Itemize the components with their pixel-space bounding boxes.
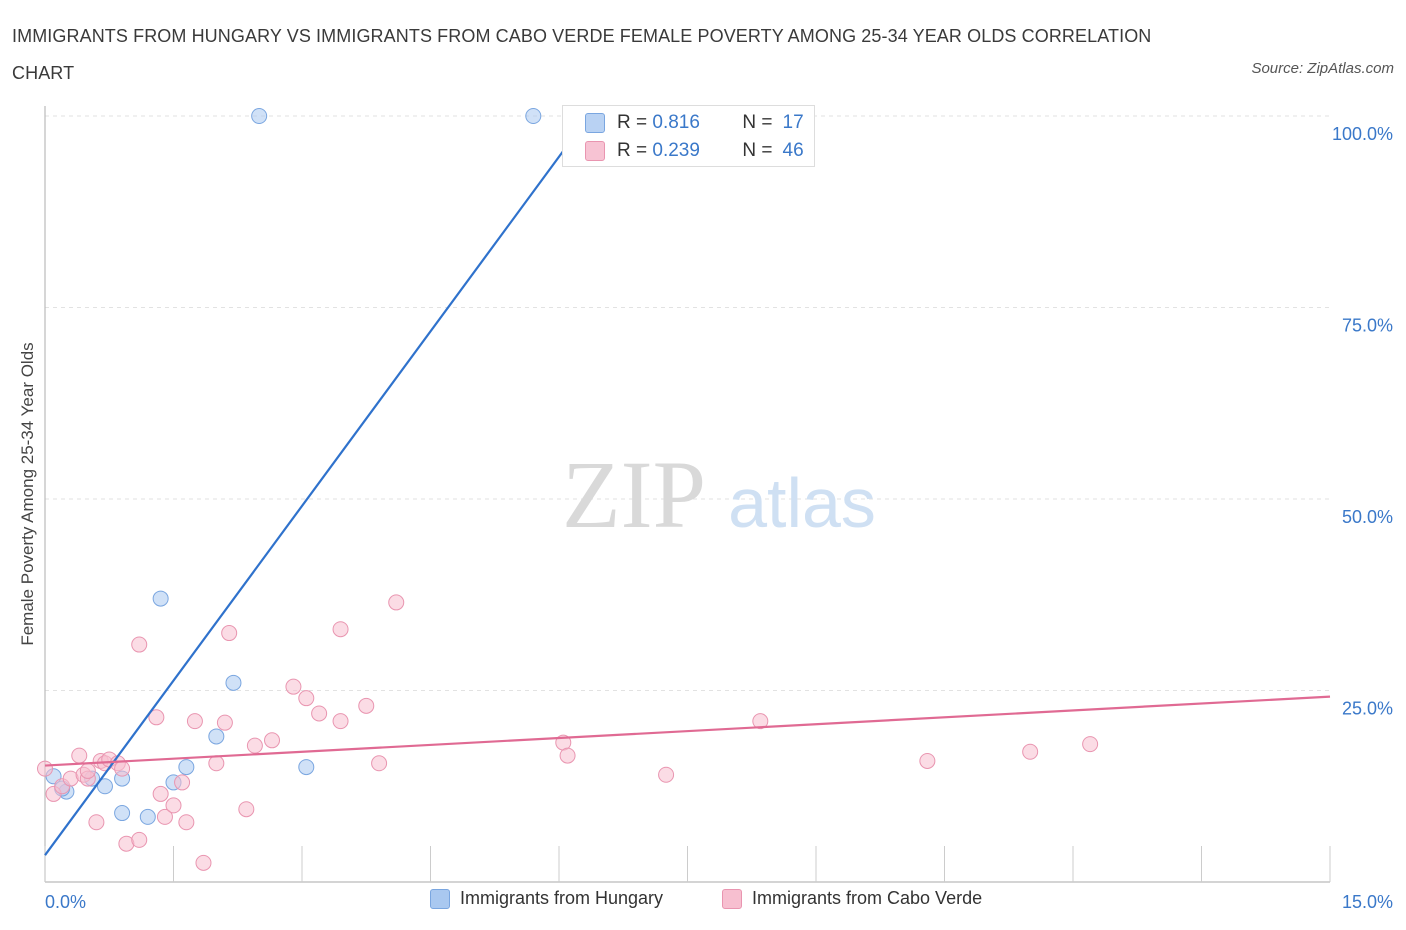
trend-lines: [44, 115, 1331, 856]
stats-row-hungary: R = 0.816 N = 17: [585, 112, 804, 134]
cabo-verde-point: [148, 709, 165, 726]
cabo-verde-point: [264, 732, 281, 749]
cabo-verde-point: [131, 831, 148, 848]
y-tick-label: 25.0%: [1342, 699, 1393, 719]
cabo-verde-point: [88, 814, 105, 831]
r-label: R =: [617, 140, 648, 161]
cabo-verde-point: [658, 766, 675, 783]
r-value: 0.816: [652, 112, 700, 133]
cabo-verde-point: [195, 854, 212, 871]
cabo-verde-point: [311, 705, 328, 722]
cabo-verde-point: [79, 762, 96, 779]
cabo-verde-point: [221, 625, 238, 642]
cabo-verde-point: [152, 785, 169, 802]
cabo-verde-point: [285, 678, 302, 695]
r-label: R =: [617, 112, 648, 133]
hungary-point: [298, 759, 315, 776]
cabo-verde-point: [174, 774, 191, 791]
watermark: ZIP atlas: [562, 441, 876, 548]
gridlines: [45, 115, 1330, 691]
cabo-verde-swatch: [585, 141, 605, 161]
hungary-point: [525, 108, 542, 124]
cabo-verde-point: [559, 747, 576, 764]
n-label: N =: [742, 140, 773, 161]
cabo-verde-point: [71, 747, 88, 764]
cabo-verde-point: [371, 755, 388, 772]
n-value: 17: [782, 112, 804, 133]
cabo-verde-point: [919, 752, 936, 769]
axes: [44, 106, 1331, 883]
source-label: Source: ZipAtlas.com: [1251, 60, 1394, 77]
cabo-verde-point: [332, 713, 349, 730]
y-tick-label: 50.0%: [1342, 507, 1393, 527]
cabo-verde-trend-line: [44, 695, 1331, 767]
hungary-point: [178, 759, 195, 776]
hungary-swatch: [585, 113, 605, 133]
y-tick-label: 100.0%: [1332, 124, 1393, 144]
cabo-verde-point: [216, 714, 233, 731]
y-tick-label: 75.0%: [1342, 316, 1393, 336]
n-value: 46: [782, 140, 804, 161]
watermark-atlas: atlas: [728, 464, 876, 542]
cabo-verde-point: [131, 636, 148, 653]
cabo-verde-point: [165, 797, 182, 814]
cabo-verde-point: [298, 690, 315, 707]
legend-item-hungary[interactable]: Immigrants from Hungary: [430, 888, 663, 909]
r-value: 0.239: [652, 140, 700, 161]
cabo-verde-point: [1022, 743, 1039, 760]
cabo-verde-point: [238, 801, 255, 818]
cabo-verde-point: [332, 621, 349, 638]
stats-row-cabo-verde: R = 0.239 N = 46: [585, 140, 804, 162]
chart-title: IMMIGRANTS FROM HUNGARY VS IMMIGRANTS FR…: [12, 26, 1152, 83]
cabo-verde-point: [208, 755, 225, 772]
cabo-verde-point: [156, 808, 173, 825]
tick-labels: 25.0% 50.0% 75.0% 100.0% 0.0% 15.0%: [45, 124, 1393, 912]
legend-label-cabo-verde: Immigrants from Cabo Verde: [752, 888, 983, 908]
legend-label-hungary: Immigrants from Hungary: [460, 888, 664, 908]
cabo-verde-point: [178, 814, 195, 831]
cabo-verde-point: [114, 760, 131, 777]
cabo-verde-point: [37, 760, 53, 777]
hungary-point: [208, 728, 225, 745]
hungary-point: [114, 805, 131, 822]
hungary-point: [152, 590, 169, 607]
hungary-trend-line: [44, 115, 590, 856]
n-label: N =: [742, 112, 773, 133]
cabo-verde-point: [186, 713, 203, 730]
watermark-zip: ZIP: [562, 441, 706, 548]
cabo-verde-point: [388, 594, 405, 611]
legend-item-cabo-verde[interactable]: Immigrants from Cabo Verde: [722, 888, 982, 909]
hungary-point: [251, 108, 268, 124]
cabo-verde-point: [752, 713, 769, 730]
hungary-point: [225, 674, 242, 691]
cabo-verde-point: [1082, 736, 1099, 753]
stats-legend: R = 0.816 N = 17 R = 0.239 N = 46: [562, 105, 815, 167]
cabo-verde-point: [358, 697, 375, 714]
hungary-point: [96, 778, 113, 795]
series-legend: Immigrants from Hungary Immigrants from …: [0, 888, 1406, 916]
legend-swatch-hungary: [430, 888, 450, 909]
hungary-point: [139, 808, 156, 825]
x-tick-label: 15.0%: [1342, 892, 1393, 912]
legend-swatch-cabo-verde: [722, 888, 742, 909]
cabo-verde-point: [246, 737, 263, 754]
x-tick-label: 0.0%: [45, 892, 86, 912]
